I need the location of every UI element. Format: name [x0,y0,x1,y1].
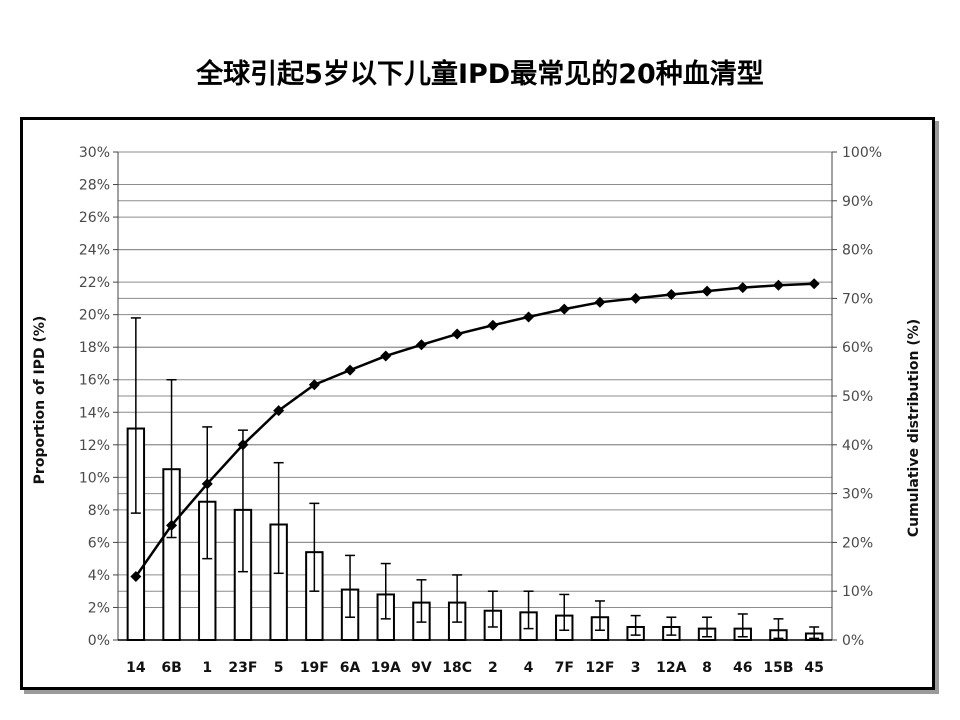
x-category-label: 12A [656,660,686,676]
y-tick-label: 30% [79,145,110,161]
y-tick-label: 14% [79,405,110,421]
cumulative-line [134,282,815,578]
cumulative-point-23F [237,439,249,451]
y2-tick-label: 20% [842,535,873,551]
x-category-label: 19F [300,660,329,676]
y2-axis-title: Cumulative distribution (%) [906,319,922,537]
y2-tick-label: 60% [842,340,873,356]
cumulative-point-8 [701,285,713,297]
y-tick-label: 12% [79,438,110,454]
cumulative-point-14 [130,571,142,583]
y-tick-label: 4% [88,568,110,584]
cumulative-point-15B [772,279,784,291]
x-category-label: 2 [488,660,498,676]
cumulative-point-45 [808,278,820,290]
y2-tick-label: 10% [842,584,873,600]
x-category-label: 5 [274,660,284,676]
line-layer [130,278,820,583]
x-category-label: 6A [340,660,361,676]
cumulative-point-6B [166,519,178,531]
cumulative-point-5 [273,405,285,417]
cumulative-point-12A [665,288,677,300]
x-category-label: 9V [411,660,432,676]
y2-tick-label: 40% [842,438,873,454]
y2-tick-label: 30% [842,487,873,503]
y-tick-label: 8% [88,503,110,519]
y-tick-label: 28% [79,178,110,194]
cumulative-point-9V [415,339,427,351]
y-tick-label: 6% [88,535,110,551]
y-axis-title: Proportion of IPD (%) [32,316,48,485]
label-layer: 0%2%4%6%8%10%12%14%16%18%20%22%24%26%28%… [79,145,882,676]
x-category-label: 6B [161,660,181,676]
x-category-label: 1 [202,660,212,676]
cumulative-point-19A [380,350,392,362]
cumulative-point-7F [558,303,570,315]
cumulative-point-18C [451,328,463,340]
x-category-label: 46 [733,660,752,676]
cumulative-point-6A [344,364,356,376]
cumulative-point-1 [201,478,213,490]
y-tick-label: 0% [88,633,110,649]
y2-tick-label: 80% [842,243,873,259]
cumulative-point-2 [487,319,499,331]
x-category-label: 15B [763,660,793,676]
x-category-label: 12F [585,660,614,676]
x-category-label: 8 [702,660,712,676]
cumulative-point-12F [594,296,606,308]
y-tick-label: 10% [79,470,110,486]
x-category-label: 7F [555,660,574,676]
y2-tick-label: 0% [842,633,864,649]
x-category-label: 18C [442,660,472,676]
x-category-label: 19A [371,660,401,676]
cumulative-point-4 [523,311,535,323]
x-category-label: 3 [631,660,641,676]
grid-layer [118,151,832,641]
y-tick-label: 18% [79,340,110,356]
y2-tick-label: 90% [842,194,873,210]
x-category-label: 4 [524,660,534,676]
slide-title: 全球引起5岁以下儿童IPD最常见的20种血清型 [196,59,764,90]
y-tick-label: 16% [79,373,110,389]
y-tick-label: 20% [79,308,110,324]
cumulative-point-3 [630,292,642,304]
y-tick-label: 22% [79,275,110,291]
y-tick-label: 26% [79,210,110,226]
y2-tick-label: 70% [842,291,873,307]
x-category-label: 45 [804,660,823,676]
y-tick-label: 24% [79,243,110,259]
cumulative-point-19F [308,379,320,391]
x-category-label: 14 [126,660,146,676]
x-category-label: 23F [228,660,257,676]
y2-tick-label: 100% [842,145,882,161]
error-layer [130,317,820,640]
y-tick-label: 2% [88,600,110,616]
bar-layer [126,427,824,642]
cumulative-point-46 [737,282,749,294]
y2-tick-label: 50% [842,389,873,405]
